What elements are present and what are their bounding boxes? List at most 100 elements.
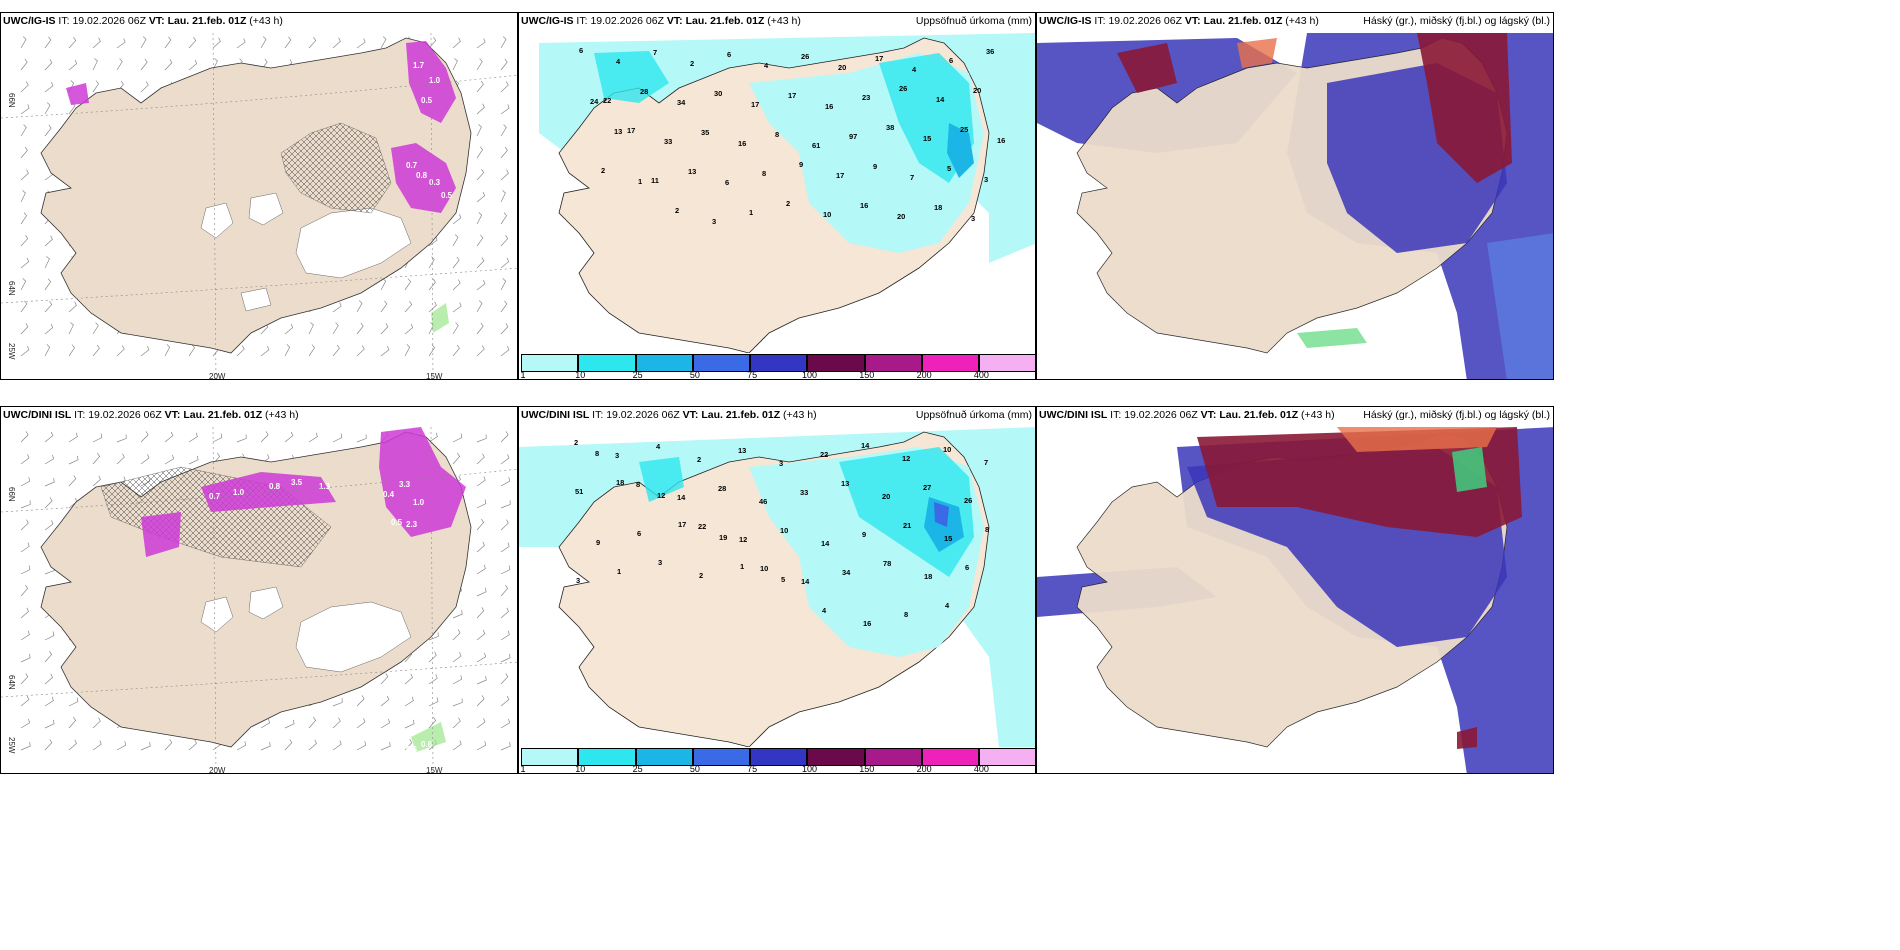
value-label: 0.7 <box>406 161 418 170</box>
value-label: 8 <box>636 480 640 489</box>
wind-barb <box>116 453 125 465</box>
value-label: 46 <box>759 497 767 506</box>
value-label: 0.4 <box>383 490 395 499</box>
colorbar-tick: 25 <box>632 370 643 380</box>
value-label: 13 <box>841 479 849 488</box>
panel-field-label: Háský (gr.), miðský (fj.bl.) og lágský (… <box>1363 15 1550 27</box>
precip-colorbar <box>521 354 1035 372</box>
wind-barb <box>44 124 52 137</box>
wind-barb <box>476 652 487 663</box>
wind-barb <box>476 38 486 49</box>
precip-west <box>594 51 669 103</box>
wind-barb <box>68 716 77 729</box>
colorbar-segment <box>521 748 579 766</box>
value-label: 17 <box>751 100 759 109</box>
wind-map: 0.7 1.00.8 3.5 1.30.43.31.00.5 2.3-3.30.60.6… <box>1 426 517 774</box>
warm-area-band <box>201 472 336 512</box>
wind-barb <box>452 629 461 641</box>
value-label: 20 <box>838 63 846 72</box>
wind-barb <box>44 454 55 465</box>
wind-barb <box>20 212 28 225</box>
lon-label-15: 15W <box>426 372 443 380</box>
wind-barb <box>308 739 317 751</box>
value-label: 26 <box>964 496 972 505</box>
wind-barb <box>20 565 31 575</box>
warm-area-east <box>391 143 456 213</box>
wind-barb <box>44 256 50 269</box>
wind-barb <box>476 279 486 291</box>
wind-barb <box>452 717 461 729</box>
wind-map: 1.71.00.50.70.80.30.5 66N 64N 25W 20W 15… <box>1 32 517 380</box>
value-label: 22 <box>820 450 828 459</box>
wind-barb <box>44 719 55 729</box>
wind-barb <box>380 278 387 291</box>
value-label: 9 <box>596 538 600 547</box>
wind-barb <box>476 212 483 225</box>
precip-colorbar-ticks: 1 10 25 50 75 100 150 200 400 <box>520 370 1035 380</box>
panel-dini-clouds: UWC/DINI ISL IT: 19.02.2026 06Z VT: Lau.… <box>1036 406 1554 774</box>
wind-barb <box>236 741 247 751</box>
wind-barb <box>20 695 30 707</box>
value-label: 3 <box>712 217 716 226</box>
wind-barb <box>332 717 341 729</box>
wind-barb <box>164 431 174 443</box>
wind-barb <box>428 432 438 443</box>
wind-barb <box>404 344 411 357</box>
wind-barb <box>188 344 196 357</box>
lon-label-20: 20W <box>209 766 226 774</box>
wind-barb <box>20 300 28 313</box>
precip-peak <box>934 502 949 527</box>
wind-barb <box>476 676 487 685</box>
wind-barb <box>428 301 437 313</box>
value-label: 26 <box>801 52 809 61</box>
wind-barb <box>404 323 414 335</box>
wind-barb <box>476 453 485 465</box>
wind-barb <box>164 344 171 357</box>
wind-barb <box>140 742 151 751</box>
wind-barb <box>44 301 53 313</box>
value-label: 0.8 <box>269 482 281 491</box>
colorbar-tick: 10 <box>575 764 586 774</box>
value-label: 4 <box>764 61 769 70</box>
wind-barb <box>332 433 343 443</box>
colorbar-tick: 150 <box>859 764 875 774</box>
wind-barb <box>68 322 74 335</box>
wind-barb <box>500 58 508 71</box>
value-label: 20 <box>897 212 905 221</box>
wind-barb <box>356 322 364 335</box>
wind-barb <box>20 477 31 487</box>
wind-barb <box>140 431 149 443</box>
wind-barb <box>260 742 271 751</box>
value-label: 17 <box>678 520 686 529</box>
value-label: 3.5 <box>291 478 303 487</box>
wind-barb <box>20 718 31 729</box>
iceland-land <box>40 37 472 354</box>
value-label: 97 <box>849 132 857 141</box>
value-label: 11 <box>651 176 659 185</box>
wind-barb <box>68 475 77 487</box>
wind-barb <box>20 673 29 685</box>
value-label: 10 <box>760 564 768 573</box>
value-label: 0.3 <box>429 178 441 187</box>
wind-barb <box>428 344 436 357</box>
colorbar-segment <box>750 354 808 372</box>
value-label: 1.0 <box>413 498 425 507</box>
wind-barb <box>428 651 437 663</box>
value-label: 6 <box>965 563 969 572</box>
wind-barb <box>404 696 414 707</box>
value-label: 2 <box>690 59 694 68</box>
wind-barb <box>476 191 486 203</box>
wind-barb <box>44 673 53 685</box>
wind-barb <box>476 476 486 487</box>
wind-barb <box>476 80 484 93</box>
wind-barb <box>284 739 293 751</box>
colorbar-segment <box>807 354 865 372</box>
wind-barb <box>476 103 485 115</box>
wind-barb <box>380 742 391 751</box>
wind-barb <box>92 452 101 465</box>
value-label: 4 <box>656 442 661 451</box>
value-label: 4 <box>616 57 621 66</box>
wind-barb <box>140 345 150 357</box>
cloud-high-north <box>1197 427 1522 537</box>
value-label: 8 <box>595 449 599 458</box>
